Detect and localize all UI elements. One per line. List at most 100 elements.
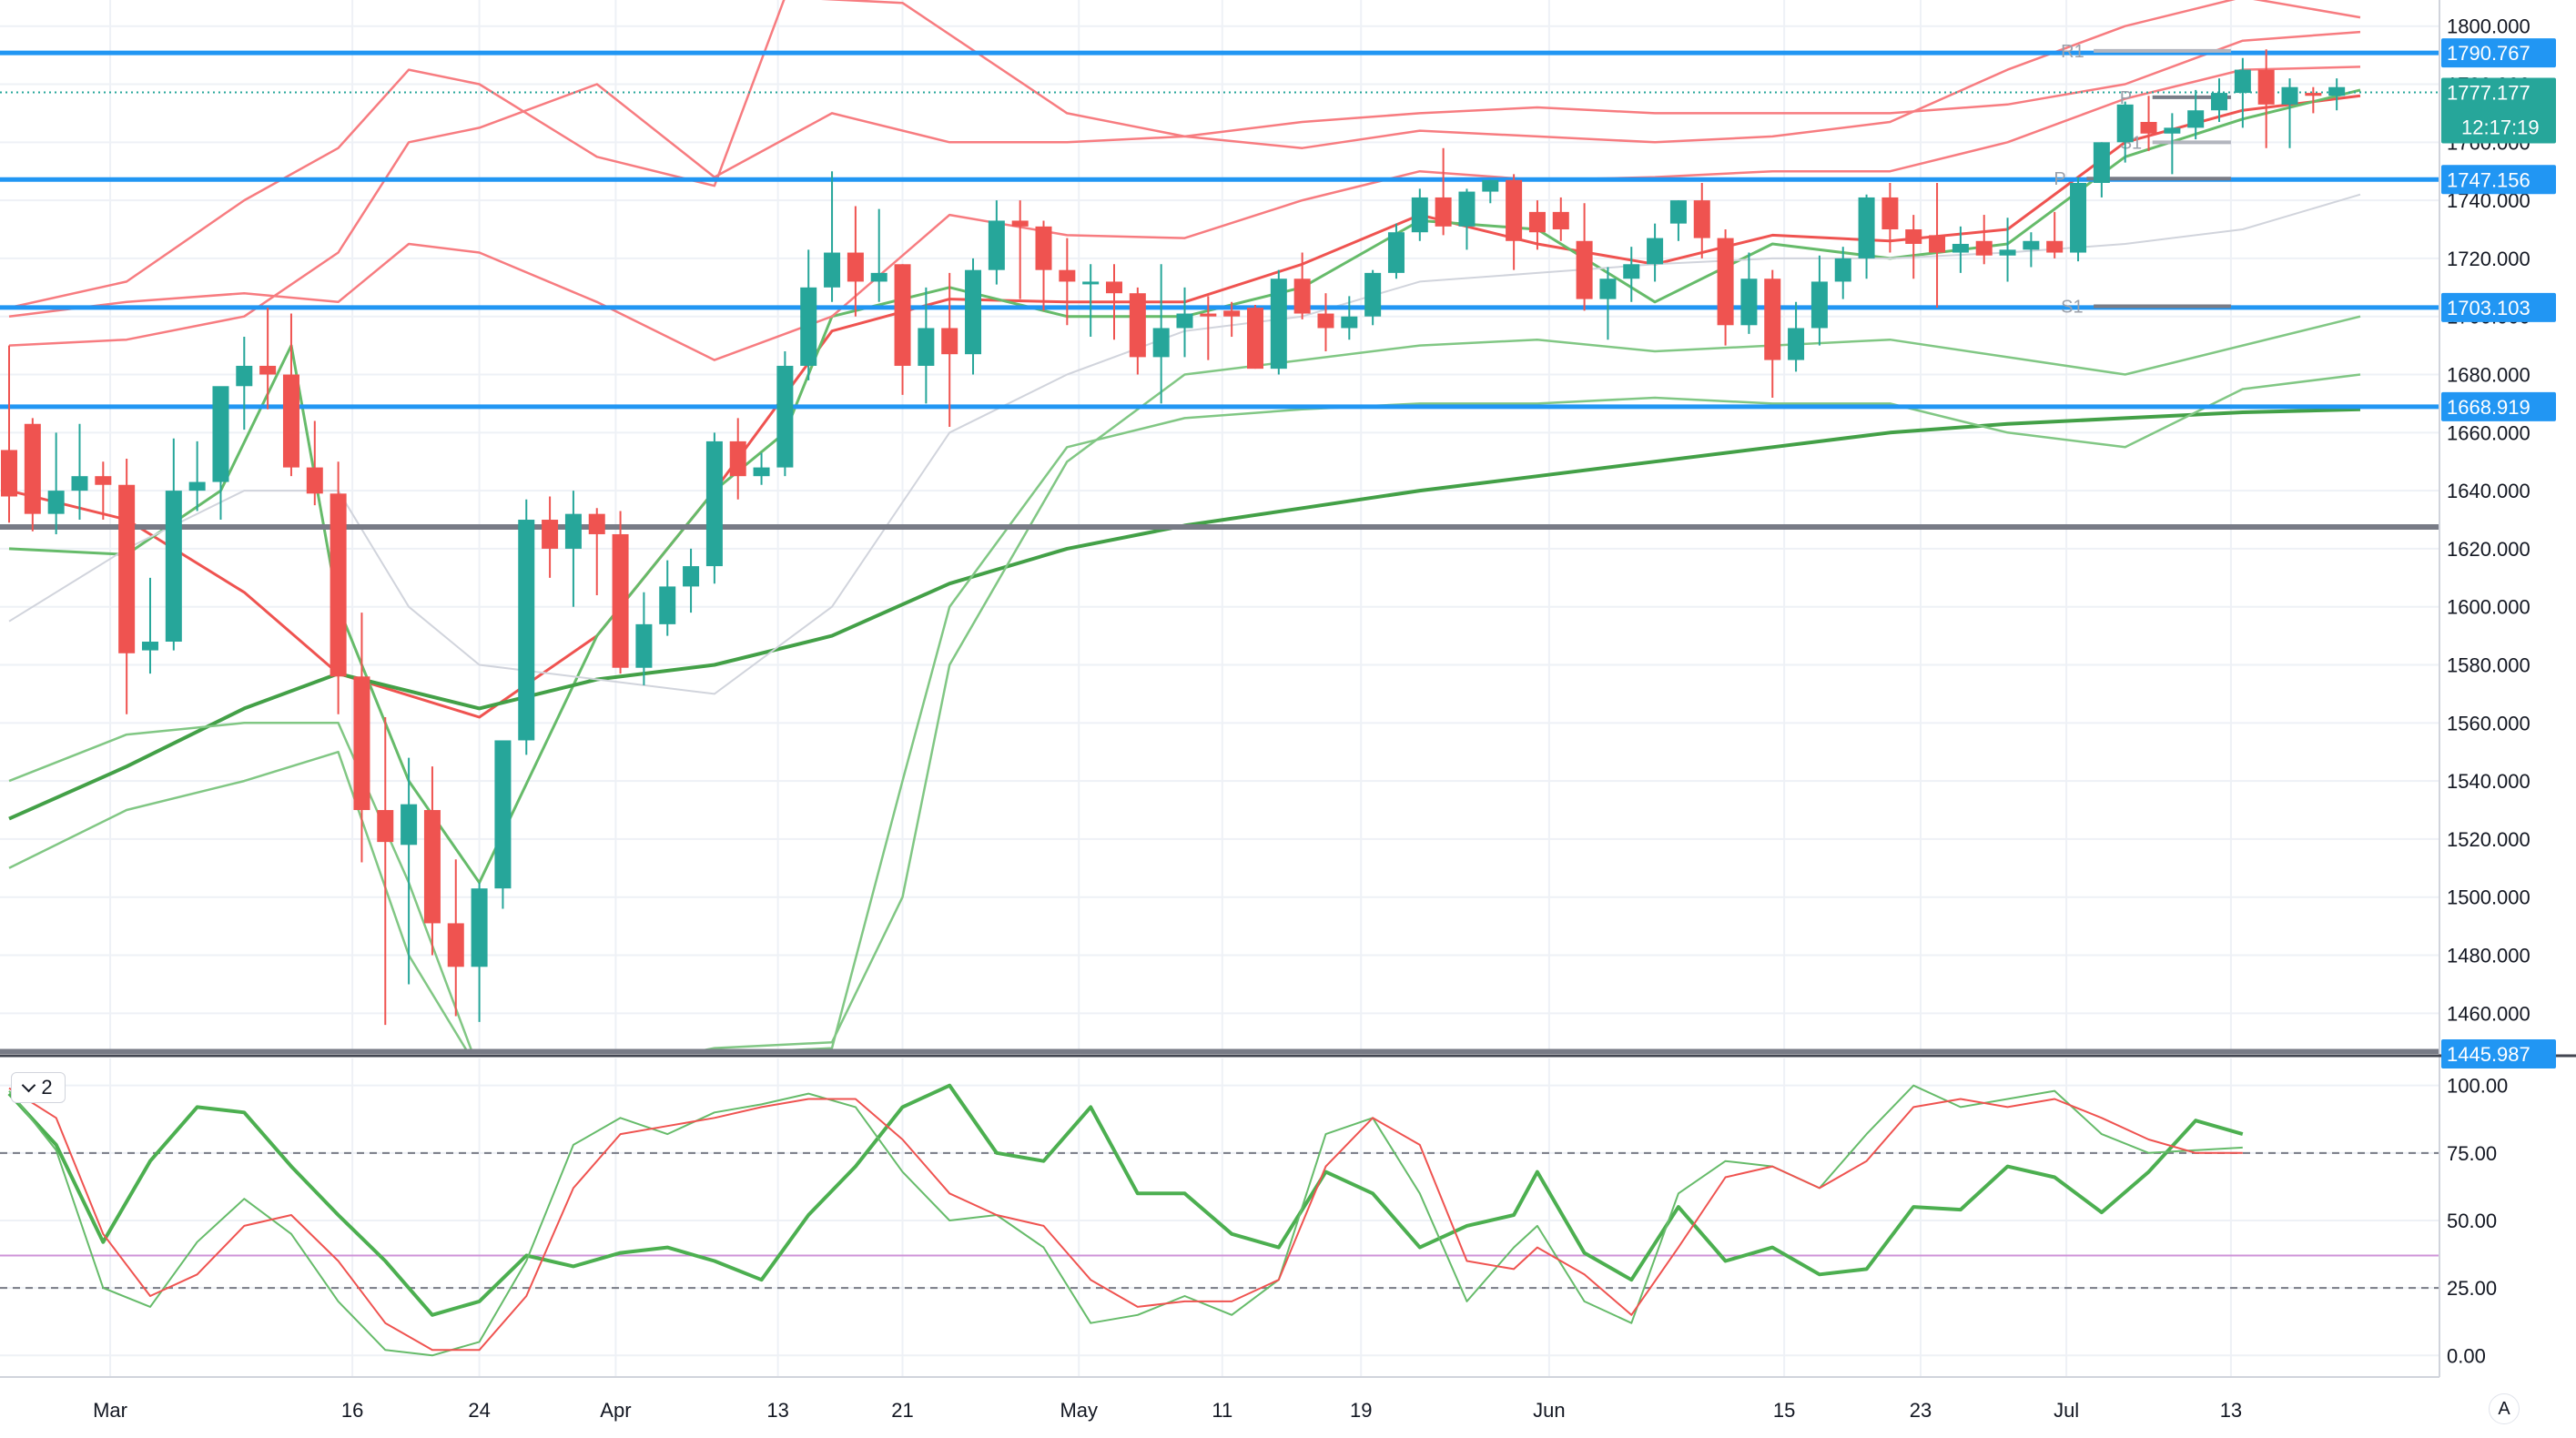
- candle: [1528, 200, 1546, 250]
- candle-body: [1740, 278, 1758, 326]
- candle: [306, 420, 323, 506]
- candle: [2164, 113, 2181, 175]
- time-tick-label: May: [1060, 1399, 1098, 1422]
- candle: [1834, 247, 1851, 299]
- candle-body: [824, 252, 841, 288]
- time-tick-label: Mar: [93, 1399, 127, 1422]
- candle: [1223, 301, 1241, 338]
- candle: [1059, 238, 1076, 326]
- osc-line-2: [8, 1087, 2243, 1352]
- time-tick-label: 16: [341, 1399, 363, 1422]
- candle: [518, 499, 535, 755]
- candle: [1317, 293, 1334, 351]
- candle-body: [965, 269, 982, 355]
- candle-body: [1834, 258, 1851, 282]
- candle-body: [1059, 269, 1076, 282]
- candle-body: [776, 365, 794, 468]
- candle-body: [635, 623, 653, 668]
- candle-body: [1552, 211, 1569, 230]
- candle-body: [1246, 308, 1263, 370]
- candle: [2257, 49, 2275, 148]
- pane-collapse-button[interactable]: 2: [11, 1072, 66, 1103]
- candle: [2070, 177, 2087, 262]
- osc-tick-label: 25.00: [2447, 1277, 2497, 1300]
- candle-body: [212, 386, 229, 482]
- candle: [847, 206, 864, 317]
- candle: [1364, 269, 1382, 326]
- candle: [1, 345, 17, 523]
- candle-body: [2257, 69, 2275, 105]
- candle: [1623, 247, 1640, 302]
- candle-body: [1506, 179, 1523, 241]
- candle-body: [705, 441, 723, 567]
- candle: [588, 508, 605, 595]
- pivot-label-1: P: [2120, 88, 2132, 108]
- candle: [894, 264, 911, 395]
- candle: [71, 423, 88, 521]
- candle-body: [259, 365, 277, 375]
- candle: [259, 308, 277, 410]
- candle-body: [2046, 240, 2064, 253]
- candle: [2187, 89, 2205, 140]
- price-tick-label: 1680.000: [2447, 364, 2530, 387]
- candle-body: [2281, 86, 2298, 105]
- candle-body: [2328, 86, 2346, 96]
- candle-body: [988, 220, 1005, 270]
- candle: [824, 171, 841, 302]
- candle: [800, 249, 817, 380]
- candle-body: [1458, 191, 1476, 227]
- candle: [494, 740, 512, 909]
- candle-body: [518, 520, 535, 741]
- candle-body: [870, 272, 887, 282]
- candle-body: [1152, 328, 1170, 358]
- candle-body: [71, 476, 88, 491]
- pivot-label-0: R1: [2061, 42, 2084, 62]
- chevron-down-icon: [22, 1078, 36, 1093]
- candle: [377, 716, 394, 1026]
- candle: [1341, 296, 1358, 340]
- candle: [705, 432, 723, 584]
- level-tag-text-0: 1790.767: [2447, 42, 2530, 65]
- time-tick-label: Jun: [1533, 1399, 1565, 1422]
- candle: [2046, 211, 2064, 258]
- overlay-line-4: [8, 0, 2361, 309]
- candle: [47, 432, 65, 534]
- countdown-text: 12:17:19: [2461, 116, 2540, 139]
- candle-body: [1411, 197, 1428, 233]
- candle-body: [141, 642, 158, 651]
- candle: [965, 258, 982, 375]
- candle-body: [494, 740, 512, 889]
- price-tick-label: 1620.000: [2447, 538, 2530, 561]
- candle-body: [2093, 142, 2110, 183]
- candle: [1270, 269, 1287, 375]
- candle-body: [847, 252, 864, 282]
- price-tick-label: 1560.000: [2447, 712, 2530, 734]
- candle: [330, 461, 347, 714]
- candle-body: [2116, 104, 2134, 143]
- time-tick-label: 13: [766, 1399, 788, 1422]
- level-tag-text-4: 1445.987: [2447, 1043, 2530, 1066]
- level-tag-4: [2441, 1039, 2556, 1069]
- candle: [1881, 182, 1899, 253]
- candle-body: [282, 374, 299, 468]
- candle-body: [1764, 278, 1781, 360]
- time-tick-label: Jul: [2054, 1399, 2079, 1422]
- candle: [95, 461, 112, 521]
- candle: [1999, 218, 2016, 282]
- candle-body: [894, 264, 911, 366]
- candle-body: [47, 491, 65, 514]
- price-tick-label: 1540.000: [2447, 770, 2530, 793]
- candle: [1975, 215, 1993, 265]
- price-tick-label: 1600.000: [2447, 596, 2530, 619]
- candle-body: [330, 493, 347, 677]
- candle: [870, 208, 887, 302]
- candle-body: [1905, 229, 1922, 244]
- auto-scale-label: A: [2498, 1398, 2510, 1419]
- candle-body: [1387, 232, 1405, 273]
- candle: [1905, 215, 1922, 279]
- auto-scale-button[interactable]: A: [2489, 1393, 2520, 1424]
- level-tag-text-1: 1747.156: [2447, 168, 2530, 191]
- pivot-label-3: P: [2054, 169, 2065, 189]
- time-tick-label: 15: [1773, 1399, 1795, 1422]
